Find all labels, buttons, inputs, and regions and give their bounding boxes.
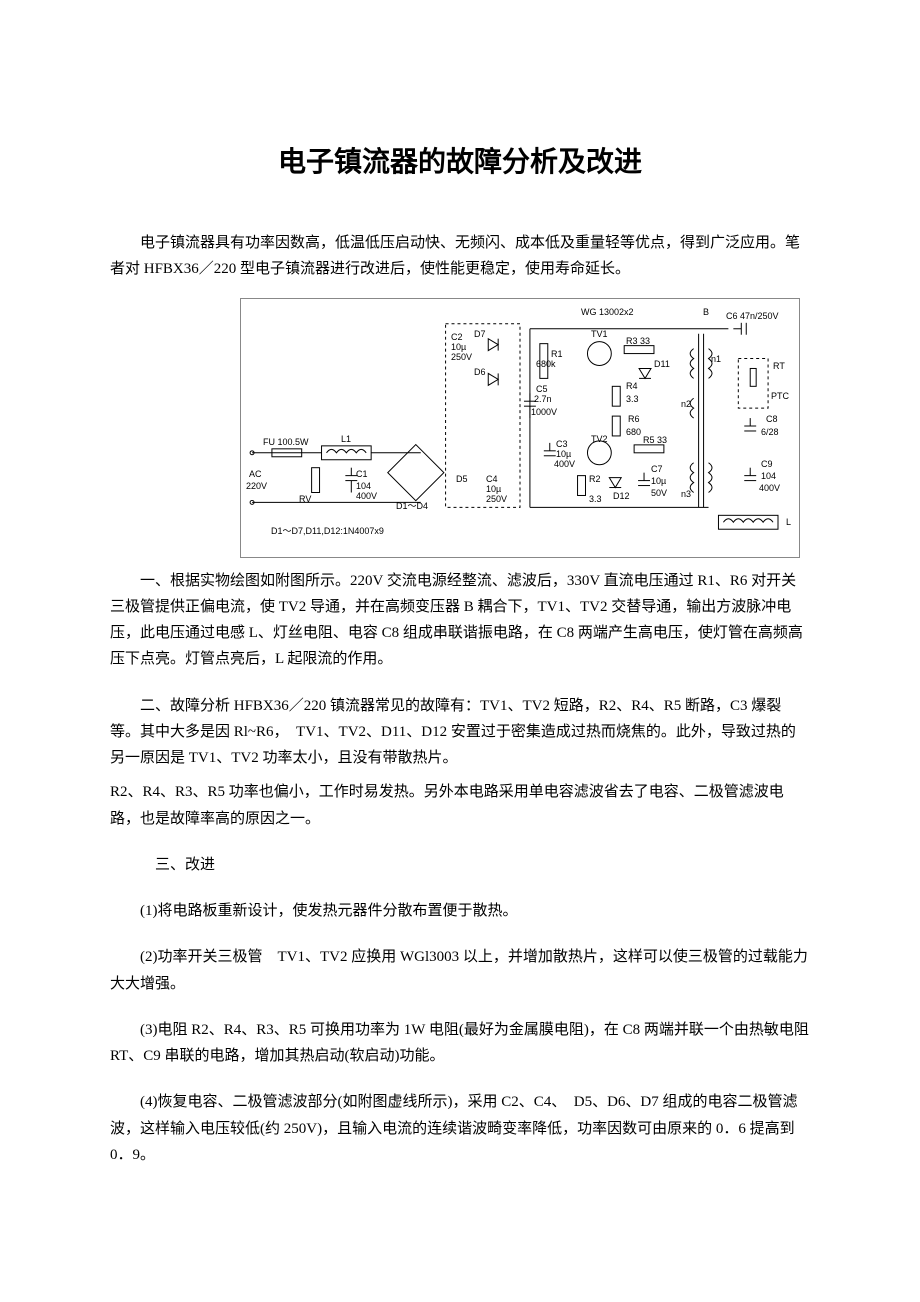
label-rt: RT bbox=[773, 361, 785, 371]
label-c3: C3 bbox=[556, 439, 568, 449]
label-c3v: 10µ bbox=[556, 449, 571, 459]
label-l: L bbox=[786, 517, 791, 527]
label-c9v: 104 bbox=[761, 471, 776, 481]
label-c4v: 10µ bbox=[486, 484, 501, 494]
label-c2v: 10µ bbox=[451, 342, 466, 352]
label-c6: C6 47n/250V bbox=[726, 311, 779, 321]
label-r6: R6 bbox=[628, 414, 640, 424]
label-c1vv: 400V bbox=[356, 491, 377, 501]
label-c5v: 2.7n bbox=[534, 394, 552, 404]
label-c8v: 6/28 bbox=[761, 427, 779, 437]
intro-paragraph: 电子镇流器具有功率因数高，低温低压启动快、无频闪、成本低及重量轻等优点，得到广泛… bbox=[110, 230, 810, 283]
section3-heading: 三、改进 bbox=[110, 852, 810, 878]
label-c8: C8 bbox=[766, 414, 778, 424]
label-ptc: PTC bbox=[771, 391, 789, 401]
label-n3: n3 bbox=[681, 489, 691, 499]
improvement-1: (1)将电路板重新设计，使发热元器件分散布置便于散热。 bbox=[110, 898, 810, 924]
label-r1v: 680k bbox=[536, 359, 556, 369]
label-c9: C9 bbox=[761, 459, 773, 469]
label-c5vv: 1000V bbox=[531, 407, 557, 417]
label-c5: C5 bbox=[536, 384, 548, 394]
improvement-3: (3)电阻 R2、R4、R3、R5 可换用功率为 1W 电阻(最好为金属膜电阻)… bbox=[110, 1017, 810, 1070]
section2-p2: R2、R4、R3、R5 功率也偏小，工作时易发热。另外本电路采用单电容滤波省去了… bbox=[110, 779, 810, 832]
label-d5: D5 bbox=[456, 474, 468, 484]
label-n1: n1 bbox=[711, 354, 721, 364]
label-r4: R4 bbox=[626, 381, 638, 391]
label-c2vv: 250V bbox=[451, 352, 472, 362]
label-rv: RV bbox=[299, 494, 311, 504]
label-c7v: 10µ bbox=[651, 476, 666, 486]
label-c4vv: 250V bbox=[486, 494, 507, 504]
label-r2: R2 bbox=[589, 474, 601, 484]
circuit-svg bbox=[241, 299, 799, 557]
label-b: B bbox=[703, 307, 709, 317]
improvement-2: (2)功率开关三极管 TV1、TV2 应换用 WGl3003 以上，并增加散热片… bbox=[110, 944, 810, 997]
label-d12: D12 bbox=[613, 491, 630, 501]
label-tv2: TV2 bbox=[591, 434, 608, 444]
label-c9vv: 400V bbox=[759, 483, 780, 493]
improvement-4: (4)恢复电容、二极管滤波部分(如附图虚线所示)，采用 C2、C4、 D5、D6… bbox=[110, 1089, 810, 1168]
label-c4: C4 bbox=[486, 474, 498, 484]
circuit-diagram-container: WG 13002x2 TV1 B C6 47n/250V C2 10µ 250V… bbox=[110, 298, 810, 558]
label-d7: D7 bbox=[474, 329, 486, 339]
label-r1: R1 bbox=[551, 349, 563, 359]
label-ac220: 220V bbox=[246, 481, 267, 491]
label-d11: D11 bbox=[654, 359, 670, 369]
label-r5: R5 33 bbox=[643, 435, 667, 445]
label-r6v: 680 bbox=[626, 427, 641, 437]
label-fu: FU 100.5W bbox=[263, 437, 309, 447]
label-l1: L1 bbox=[341, 434, 351, 444]
label-c1: C1 bbox=[356, 469, 368, 479]
label-r4v: 3.3 bbox=[626, 394, 639, 404]
label-n2: n2 bbox=[681, 399, 691, 409]
label-tv1: TV1 bbox=[591, 329, 608, 339]
label-wg: WG 13002x2 bbox=[581, 307, 634, 317]
label-d6: D6 bbox=[474, 367, 486, 377]
label-c7: C7 bbox=[651, 464, 663, 474]
label-r3: R3 33 bbox=[626, 336, 650, 346]
section1-paragraph: 一、根据实物绘图如附图所示。220V 交流电源经整流、滤波后，330V 直流电压… bbox=[110, 568, 810, 673]
label-c2: C2 bbox=[451, 332, 463, 342]
label-c7vv: 50V bbox=[651, 488, 667, 498]
label-c1v: 104 bbox=[356, 481, 371, 491]
section2-p1: 二、故障分析 HFBX36／220 镇流器常见的故障有：TV1、TV2 短路，R… bbox=[110, 693, 810, 772]
label-bottom: D1～D7,D11,D12:1N4007x9 bbox=[271, 524, 384, 537]
circuit-diagram: WG 13002x2 TV1 B C6 47n/250V C2 10µ 250V… bbox=[240, 298, 800, 558]
label-c3vv: 400V bbox=[554, 459, 575, 469]
label-d1d4: D1～D4 bbox=[396, 499, 428, 512]
page-title: 电子镇流器的故障分析及改进 bbox=[110, 140, 810, 180]
label-ac: AC bbox=[249, 469, 262, 479]
label-r2v: 3.3 bbox=[589, 494, 602, 504]
